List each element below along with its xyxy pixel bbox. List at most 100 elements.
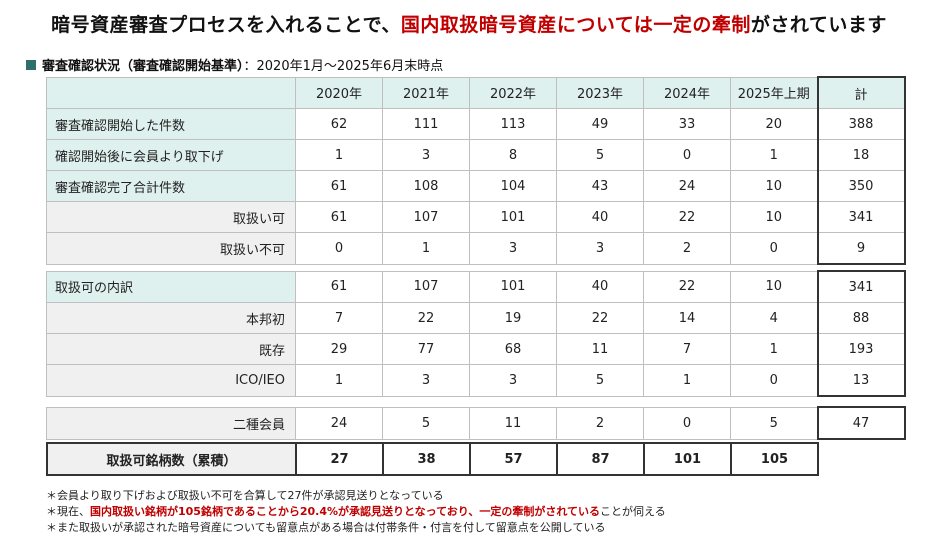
row-label: ICO/IEO [46, 364, 296, 397]
table-row: 取扱可銘柄数（累積） 27 38 57 87 101 105 [46, 442, 819, 476]
table-cell: 0 [643, 139, 731, 171]
table-cell: 3 [469, 364, 557, 397]
table-cell: 2 [556, 406, 644, 440]
table-cell: 61 [295, 270, 383, 303]
table-cell: 8 [469, 139, 557, 171]
table-cell: 20 [730, 108, 818, 140]
row-label: 審査確認完了合計件数 [46, 170, 296, 202]
footnote: ＊現在、国内取扱い銘柄が105銘柄であることから20.4%が承認見送りとなってお… [46, 504, 666, 520]
type2-member-table: 二種会員 24 5 11 2 0 5 47 [46, 406, 906, 440]
table-cell: 101 [643, 442, 732, 476]
footnotes: ＊会員より取り下げおよび取扱い不可を合算して27件が承認見送りとなっている ＊現… [46, 488, 666, 536]
table-cell: 1 [382, 232, 470, 265]
row-label: 審査確認開始した件数 [46, 108, 296, 140]
total-cell: 47 [816, 406, 906, 440]
table-cell: 43 [556, 170, 644, 202]
table-cell: 113 [469, 108, 557, 140]
footnote-text: ことが伺える [600, 505, 666, 518]
total-cell: 9 [816, 232, 906, 265]
table-cell: 107 [382, 201, 470, 233]
table-cell: 29 [295, 333, 383, 365]
total-cell: 193 [816, 333, 906, 365]
header-cell: 2023年 [556, 76, 644, 109]
table-cell: 62 [295, 108, 383, 140]
table-cell: 10 [730, 201, 818, 233]
table-cell: 0 [643, 406, 731, 440]
table-cell: 5 [556, 364, 644, 397]
section-subtitle: 審査確認状況（審査確認開始基準）：2020年1月〜2025年6月末時点 [26, 55, 443, 74]
table-cell: 38 [382, 442, 471, 476]
table-cell: 57 [469, 442, 558, 476]
table-cell: 104 [469, 170, 557, 202]
table-row: 取扱可の内訳 61 107 101 40 22 10 341 [46, 270, 906, 303]
table-cell: 1 [643, 364, 731, 397]
footnote: ＊会員より取り下げおよび取扱い不可を合算して27件が承認見送りとなっている [46, 489, 444, 502]
title-part3: がされています [750, 14, 887, 36]
table-cell: 19 [469, 302, 557, 334]
table-cell: 0 [730, 232, 818, 265]
total-cell: 88 [816, 302, 906, 334]
table-cell: 5 [382, 406, 470, 440]
header-cell: 2020年 [295, 76, 383, 109]
table-cell: 27 [295, 442, 384, 476]
row-label: 二種会員 [46, 406, 296, 440]
table-cell: 3 [469, 232, 557, 265]
table-cell: 0 [730, 364, 818, 397]
header-cell: 2024年 [643, 76, 731, 109]
table-row: 審査確認開始した件数 62 111 113 49 33 20 388 [46, 108, 906, 140]
subtitle-rest: ：2020年1月〜2025年6月末時点 [243, 59, 444, 74]
header-cell: 2021年 [382, 76, 470, 109]
row-label: 確認開始後に会員より取下げ [46, 139, 296, 171]
table-header-row: 2020年 2021年 2022年 2023年 2024年 2025年上期 計 [46, 76, 906, 109]
table-cell: 68 [469, 333, 557, 365]
total-cell: 341 [816, 201, 906, 233]
table-cell: 107 [382, 270, 470, 303]
table-cell: 3 [382, 364, 470, 397]
table-cell: 1 [730, 333, 818, 365]
table-cell: 7 [643, 333, 731, 365]
table-cell: 22 [556, 302, 644, 334]
table-cell: 49 [556, 108, 644, 140]
table-cell: 7 [295, 302, 383, 334]
table-row: 取扱い可 61 107 101 40 22 10 341 [46, 201, 906, 233]
title-highlight: 国内取扱暗号資産については一定の牽制 [400, 14, 751, 36]
table-row: 二種会員 24 5 11 2 0 5 47 [46, 406, 906, 440]
table-cell: 22 [643, 270, 731, 303]
page-title: 暗号資産審査プロセスを入れることで、国内取扱暗号資産については一定の牽制がされて… [0, 10, 938, 37]
row-label: 取扱い不可 [46, 232, 296, 265]
header-cell [46, 76, 296, 109]
table-cell: 24 [643, 170, 731, 202]
breakdown-table: 取扱可の内訳 61 107 101 40 22 10 341 本邦初 7 22 … [46, 270, 906, 397]
table-cell: 5 [730, 406, 818, 440]
total-cell: 350 [816, 170, 906, 202]
table-cell: 4 [730, 302, 818, 334]
table-cell: 61 [295, 170, 383, 202]
table-cell: 14 [643, 302, 731, 334]
table-row: 取扱い不可 0 1 3 3 2 0 9 [46, 232, 906, 265]
table-row: 本邦初 7 22 19 22 14 4 88 [46, 302, 906, 334]
table-row: 審査確認完了合計件数 61 108 104 43 24 10 350 [46, 170, 906, 202]
square-bullet-icon [26, 60, 36, 70]
cumulative-table: 取扱可銘柄数（累積） 27 38 57 87 101 105 [46, 442, 819, 476]
table-row: ICO/IEO 1 3 3 5 1 0 13 [46, 364, 906, 397]
table-cell: 1 [730, 139, 818, 171]
table-cell: 22 [382, 302, 470, 334]
table-row: 確認開始後に会員より取下げ 1 3 8 5 0 1 18 [46, 139, 906, 171]
table-cell: 77 [382, 333, 470, 365]
table-cell: 61 [295, 201, 383, 233]
table-cell: 2 [643, 232, 731, 265]
row-label: 取扱可銘柄数（累積） [46, 442, 297, 476]
table-cell: 101 [469, 270, 557, 303]
subtitle-bold: 審査確認状況（審査確認開始基準） [42, 59, 244, 74]
table-row: 既存 29 77 68 11 7 1 193 [46, 333, 906, 365]
header-total-cell: 計 [816, 76, 906, 109]
table-cell: 40 [556, 270, 644, 303]
table-cell: 108 [382, 170, 470, 202]
table-cell: 24 [295, 406, 383, 440]
table-cell: 3 [556, 232, 644, 265]
row-label: 取扱可の内訳 [46, 270, 296, 303]
table-cell: 11 [469, 406, 557, 440]
review-status-table: 2020年 2021年 2022年 2023年 2024年 2025年上期 計 … [46, 76, 906, 265]
total-cell: 388 [816, 108, 906, 140]
table-cell: 0 [295, 232, 383, 265]
